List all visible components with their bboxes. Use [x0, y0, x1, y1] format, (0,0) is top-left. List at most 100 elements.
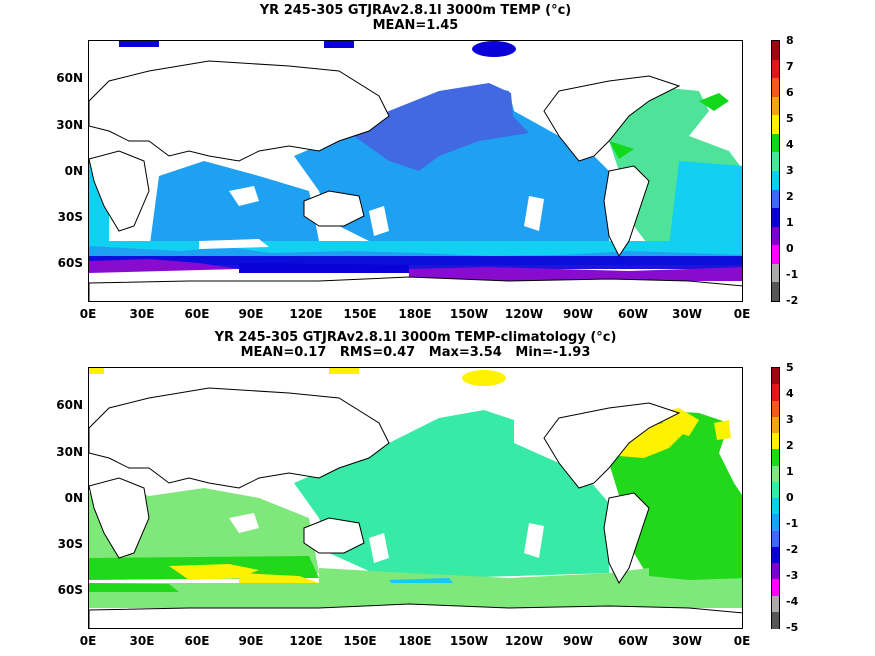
colorbar-segment	[772, 514, 779, 531]
colorbar-segment	[772, 416, 779, 434]
colorbar-segment	[772, 115, 779, 135]
colorbar-segment	[772, 41, 779, 61]
colorbar-segment	[772, 498, 779, 515]
top-lon-label: 90W	[563, 307, 593, 321]
bottom-lon-label: 60E	[184, 634, 210, 648]
top-lat-30n: 30N	[56, 118, 83, 132]
bottom-lat-30s: 30S	[57, 537, 83, 551]
top-colorbar-label: 1	[786, 216, 794, 229]
top-lat-0n: 0N	[64, 164, 83, 178]
colorbar-segment	[772, 530, 779, 548]
bottom-colorbar-label: -1	[786, 517, 799, 530]
colorbar-segment	[772, 133, 779, 153]
top-colorbar-label: 5	[786, 112, 794, 125]
bottom-colorbar-label: 4	[786, 387, 794, 400]
bottom-title-stats: MEAN=0.17 RMS=0.47 Max=3.54 Min=-1.93	[240, 345, 591, 360]
bottom-lon-label: 120W	[504, 634, 544, 648]
top-colorbar-label: 3	[786, 164, 794, 177]
colorbar-segment	[772, 96, 779, 116]
colorbar-segment	[772, 579, 779, 596]
bottom-colorbar-label: 0	[786, 491, 794, 504]
bottom-lon-label: 150W	[449, 634, 489, 648]
bottom-lon-label: 120E	[289, 634, 323, 648]
top-lon-label: 150W	[449, 307, 489, 321]
bottom-lon-label: 60W	[618, 634, 648, 648]
top-title-line1: YR 245-305 GTJRAv2.8.1l 3000m TEMP (°c)	[259, 3, 572, 18]
bottom-lat-0n: 0N	[64, 491, 83, 505]
colorbar-segment	[772, 282, 779, 302]
top-lon-label: 0E	[79, 307, 97, 321]
bottom-lon-label: 30E	[129, 634, 155, 648]
top-lon-label: 30E	[129, 307, 155, 321]
bottom-colorbar-label: -5	[786, 621, 799, 634]
top-lon-label: 0E	[733, 307, 751, 321]
bottom-lon-label: 0E	[733, 634, 751, 648]
colorbar-segment	[772, 189, 779, 209]
colorbar-segment	[772, 263, 779, 283]
colorbar-segment	[772, 226, 779, 246]
top-colorbar-label: 2	[786, 190, 794, 203]
colorbar-segment	[772, 611, 779, 629]
bottom-colorbar	[771, 367, 780, 629]
bottom-lon-label: 90E	[238, 634, 264, 648]
bottom-map-svg	[89, 368, 742, 628]
top-lat-60s: 60S	[57, 256, 83, 270]
bottom-lon-label: 90W	[563, 634, 593, 648]
top-colorbar-label: 6	[786, 86, 794, 99]
bottom-colorbar-label: -4	[786, 595, 799, 608]
top-map	[88, 40, 743, 302]
bottom-colorbar-label: 3	[786, 413, 794, 426]
colorbar-segment	[772, 449, 779, 466]
colorbar-segment	[772, 59, 779, 79]
top-colorbar-label: 0	[786, 242, 794, 255]
top-colorbar-label: 7	[786, 60, 794, 73]
top-lon-label: 30W	[672, 307, 702, 321]
top-lon-label: 180E	[398, 307, 432, 321]
bottom-lon-label: 30W	[672, 634, 702, 648]
bottom-lat-60s: 60S	[57, 583, 83, 597]
top-colorbar-label: 8	[786, 34, 794, 47]
top-title-mean: MEAN=1.45	[372, 18, 459, 33]
bottom-colorbar-label: 2	[786, 439, 794, 452]
colorbar-segment	[772, 465, 779, 483]
top-colorbar-label: -2	[786, 294, 799, 307]
colorbar-segment	[772, 563, 779, 580]
top-lon-label: 60E	[184, 307, 210, 321]
top-lon-label: 90E	[238, 307, 264, 321]
top-lat-30s: 30S	[57, 210, 83, 224]
bottom-lat-30n: 30N	[56, 445, 83, 459]
bottom-map	[88, 367, 743, 629]
bottom-lon-label: 0E	[79, 634, 97, 648]
colorbar-segment	[772, 152, 779, 172]
top-colorbar-label: 4	[786, 138, 794, 151]
bottom-title-line1: YR 245-305 GTJRAv2.8.1l 3000m TEMP-clima…	[214, 330, 617, 345]
colorbar-segment	[772, 546, 779, 564]
bottom-colorbar-label: 1	[786, 465, 794, 478]
top-lat-60n: 60N	[56, 71, 83, 85]
colorbar-segment	[772, 384, 779, 401]
bottom-colorbar-label: -2	[786, 543, 799, 556]
colorbar-segment	[772, 481, 779, 499]
bottom-lon-label: 150E	[343, 634, 377, 648]
colorbar-segment	[772, 368, 779, 385]
bottom-colorbar-label: -3	[786, 569, 799, 582]
colorbar-segment	[772, 208, 779, 228]
top-lon-label: 120W	[504, 307, 544, 321]
colorbar-segment	[772, 595, 779, 613]
top-lon-label: 150E	[343, 307, 377, 321]
top-panel-title: YR 245-305 GTJRAv2.8.1l 3000m TEMP (°c) …	[88, 3, 743, 33]
bottom-lon-label: 180E	[398, 634, 432, 648]
top-colorbar-label: -1	[786, 268, 799, 281]
bottom-lat-60n: 60N	[56, 398, 83, 412]
colorbar-segment	[772, 400, 779, 418]
bottom-colorbar-label: 5	[786, 361, 794, 374]
colorbar-segment	[772, 245, 779, 265]
top-colorbar	[771, 40, 780, 302]
colorbar-segment	[772, 78, 779, 98]
top-lon-label: 120E	[289, 307, 323, 321]
top-lon-label: 60W	[618, 307, 648, 321]
bottom-panel-title: YR 245-305 GTJRAv2.8.1l 3000m TEMP-clima…	[88, 330, 743, 360]
colorbar-segment	[772, 433, 779, 450]
colorbar-segment	[772, 171, 779, 191]
top-map-svg	[89, 41, 742, 301]
